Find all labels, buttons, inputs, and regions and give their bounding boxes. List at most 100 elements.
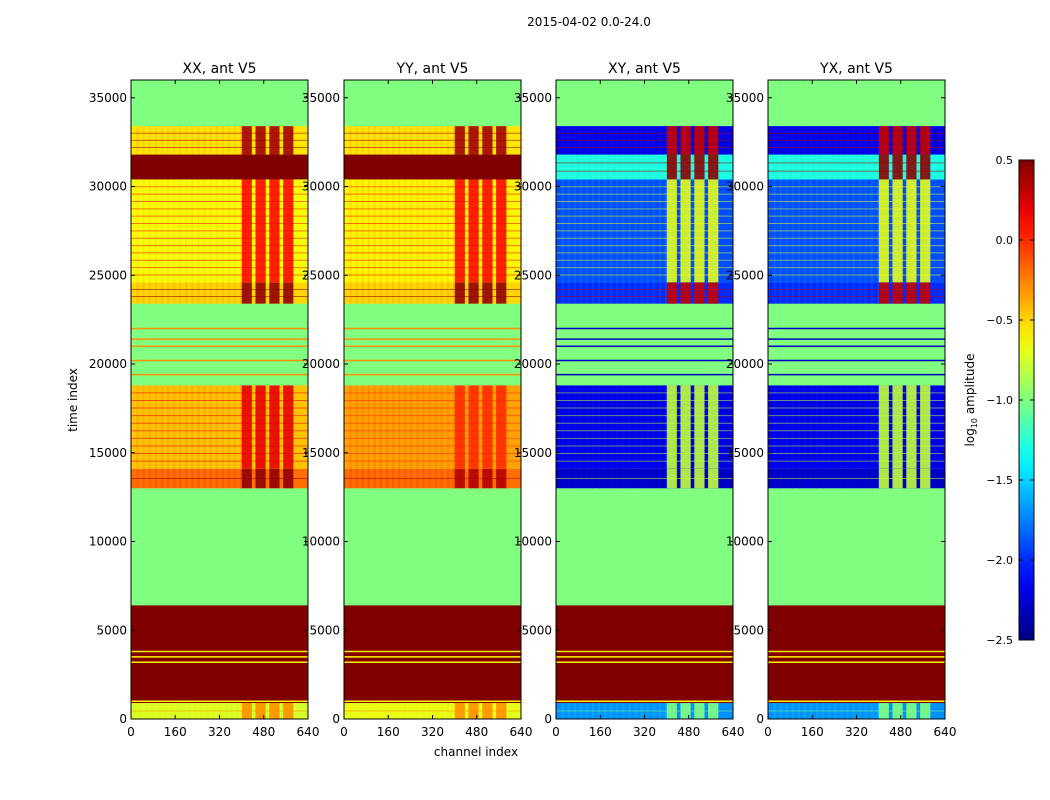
colorbar: −2.5 −2.0 −1.5 −1.0 −0.5 0.0 0.5 log10 amplitud… [963,154,1035,647]
channel-texture [858,282,861,304]
channel-texture [160,282,163,304]
channel-texture [239,282,242,304]
channel-texture [398,154,401,180]
heatmap-block [556,282,733,304]
y-tick-label: 35000 [726,91,764,105]
channel-texture [361,385,364,469]
channel-texture [373,282,376,304]
channel-texture [791,282,794,304]
channel-texture [392,282,395,304]
channel-texture [142,282,145,304]
x-tick-label: 480 [677,725,700,739]
channel-stripe [920,154,931,180]
channel-texture [203,154,206,180]
channel-stripe [283,385,294,469]
channel-texture [227,154,230,180]
channel-texture [355,154,358,180]
y-tick-label: 25000 [726,268,764,282]
channel-texture [209,282,212,304]
y-tick-label: 0 [119,712,127,726]
channel-texture [215,385,218,469]
y-tick-label: 30000 [726,180,764,194]
channel-texture [440,282,443,304]
channel-texture [646,154,649,180]
channel-stripe [269,385,280,469]
channel-texture [840,154,843,180]
channel-texture [361,154,364,180]
channel-texture [852,282,855,304]
x-tick-label: 320 [208,725,231,739]
heatmap-segment [768,605,945,704]
channel-texture [652,282,655,304]
channel-texture [416,385,419,469]
channel-texture [828,385,831,469]
channel-texture [392,385,395,469]
channel-texture [846,385,849,469]
channel-texture [203,282,206,304]
x-axis-label: channel index [434,745,518,759]
x-tick-label: 480 [889,725,912,739]
panel-3: XY, ant V5 0 160 320 480 640 0 5000 10000 15000 20… [514,61,745,739]
y-tick-label: 30000 [302,180,340,194]
heatmap-segment [131,179,308,283]
channel-texture [803,385,806,469]
channel-stripe [680,282,691,304]
channel-texture [579,154,582,180]
channel-texture [209,385,212,469]
channel-texture [410,282,413,304]
heatmap-block [768,154,945,180]
channel-texture [810,154,813,180]
channel-stripe [892,154,903,180]
heatmap-segment [768,179,945,283]
panel-title: XX, ant V5 [183,61,257,77]
channel-texture [652,385,655,469]
channel-texture [664,282,667,304]
channel-stripe [666,154,677,180]
channel-stripe [454,385,465,469]
channel-texture [185,385,188,469]
heatmap-block [131,154,308,180]
channel-texture [416,282,419,304]
y-tick-label: 30000 [89,180,127,194]
panel-title: YX, ant V5 [819,61,893,77]
channel-texture [664,154,667,180]
channel-texture [816,154,819,180]
heatmap-block [768,282,945,304]
channel-texture [404,385,407,469]
channel-texture [227,282,230,304]
channel-stripe [255,385,266,469]
channel-texture [640,154,643,180]
channel-texture [434,282,437,304]
channel-texture [628,385,631,469]
channel-texture [846,154,849,180]
channel-texture [622,282,625,304]
channel-texture [785,154,788,180]
channel-texture [870,282,873,304]
channel-texture [422,385,425,469]
channel-texture [585,154,588,180]
channel-texture [598,282,601,304]
channel-texture [604,282,607,304]
y-tick-label: 15000 [302,446,340,460]
channel-texture [797,385,800,469]
y-tick-label: 10000 [89,535,127,549]
y-tick-label: 35000 [302,91,340,105]
heatmap-segment [131,126,308,155]
channel-texture [591,154,594,180]
channel-texture [779,154,782,180]
heatmap-segment [131,154,308,180]
channel-stripe [892,385,903,469]
y-tick-label: 30000 [514,180,552,194]
channel-texture [585,282,588,304]
channel-texture [634,385,637,469]
channel-texture [373,385,376,469]
channel-texture [367,154,370,180]
channel-texture [773,282,776,304]
channel-stripe [454,282,465,304]
heatmap-block [131,605,308,704]
panel-title: YY, ant V5 [396,61,469,77]
channel-texture [658,385,661,469]
channel-texture [416,154,419,180]
y-tick-label: 20000 [514,357,552,371]
channel-texture [446,385,449,469]
